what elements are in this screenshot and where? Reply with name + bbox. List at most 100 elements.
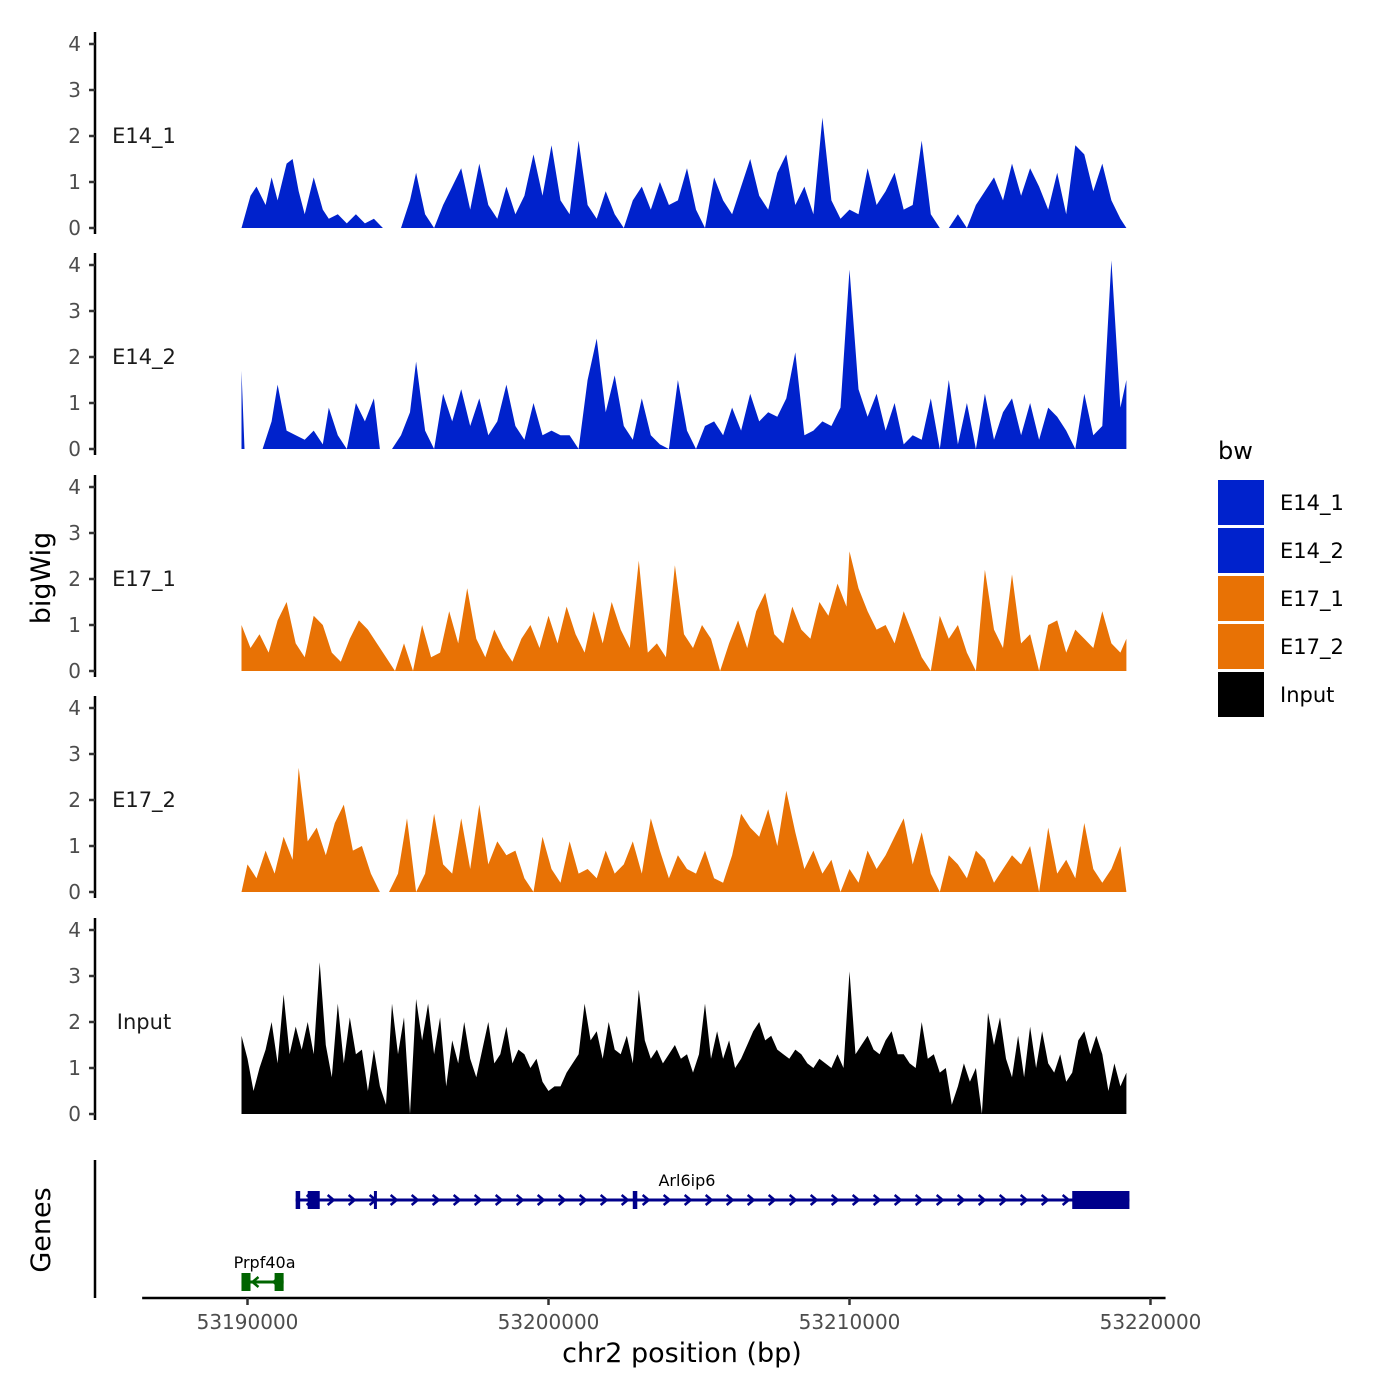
legend-entry-label: Input	[1280, 683, 1334, 707]
strand-arrow-icon	[830, 1194, 840, 1206]
strand-arrow-icon	[389, 1194, 399, 1206]
strand-arrow-icon	[998, 1194, 1008, 1206]
strand-arrow-icon	[1019, 1194, 1029, 1206]
legend-swatch-input	[1218, 672, 1264, 717]
y-tick-label: 2	[68, 345, 81, 369]
y-tick-label: 0	[68, 880, 81, 904]
strand-arrow-icon	[641, 1194, 651, 1206]
legend: bw E14_1 E14_2 E17_1 E17_2 Input	[1218, 437, 1344, 717]
y-tick-label: 4	[68, 475, 81, 499]
strand-arrow-icon	[431, 1194, 441, 1206]
strand-arrow-icon	[1040, 1194, 1050, 1206]
strand-arrow-icon	[494, 1194, 504, 1206]
gene-prpf40a: Prpf40a	[234, 1253, 296, 1291]
strand-arrow-icon	[683, 1194, 693, 1206]
coverage-area-e17-1	[241, 551, 1127, 671]
gene-exon	[241, 1273, 251, 1291]
gene-exon	[274, 1273, 284, 1291]
x-tick-label: 53190000	[197, 1310, 299, 1334]
strand-arrow-icon	[515, 1194, 525, 1206]
y-tick-label: 3	[68, 521, 81, 545]
track-e14-1: 0 1 2 3 4 E14_1	[68, 32, 1127, 240]
strand-arrow-icon	[620, 1194, 630, 1206]
y-tick-label: 4	[68, 918, 81, 942]
strand-arrow-icon	[326, 1194, 336, 1206]
gene-track: Arl6ip6 Prpf40a	[93, 1160, 1130, 1298]
track-e17-2: 0 1 2 3 4 E17_2	[68, 696, 1127, 904]
y-tick-label: 4	[68, 32, 81, 56]
track-input: 0 1 2 3 4 Input	[68, 918, 1127, 1126]
strand-arrow-icon	[935, 1194, 945, 1206]
legend-entry-label: E17_2	[1280, 635, 1344, 660]
legend-title: bw	[1218, 437, 1253, 465]
strand-arrow-icon	[746, 1194, 756, 1206]
gene-arl6ip6: Arl6ip6	[295, 1171, 1130, 1209]
legend-entry-label: E14_1	[1280, 491, 1344, 516]
strand-arrow-icon	[599, 1194, 609, 1206]
coverage-area-e14-1	[241, 117, 1127, 228]
strand-arrow-icon	[578, 1194, 588, 1206]
gene-exon	[632, 1191, 638, 1209]
y-tick-label: 1	[68, 170, 81, 194]
gene-exon	[373, 1191, 377, 1209]
y-tick-label: 0	[68, 216, 81, 240]
legend-swatch-e14-1	[1218, 480, 1264, 525]
track-label: E17_1	[112, 567, 176, 592]
coverage-area-e17-2	[241, 767, 1127, 892]
legend-swatch-e17-2	[1218, 624, 1264, 669]
gene-exon	[295, 1191, 301, 1209]
strand-arrow-icon	[788, 1194, 798, 1206]
y-tick-label: 4	[68, 696, 81, 720]
strand-arrow-icon	[914, 1194, 924, 1206]
strand-arrow-icon	[704, 1194, 714, 1206]
y-tick-label: 1	[68, 1056, 81, 1080]
strand-arrow-icon	[893, 1194, 903, 1206]
strand-arrow-icon	[557, 1194, 567, 1206]
strand-arrow-icon	[410, 1194, 420, 1206]
y-tick-label: 0	[68, 1102, 81, 1126]
strand-arrow-icon	[347, 1194, 357, 1206]
strand-arrow-icon	[956, 1194, 966, 1206]
track-e14-2: 0 1 2 3 4 E14_2	[68, 253, 1127, 461]
y-axis-title-bigwig: bigWig	[26, 532, 57, 625]
gene-exon	[307, 1191, 320, 1209]
strand-arrow-icon	[725, 1194, 735, 1206]
y-tick-label: 2	[68, 124, 81, 148]
strand-arrow-icon	[452, 1194, 462, 1206]
signal-tracks: 0 1 2 3 4 E14_1 0 1 2 3 4 E14_2 0 1 2 3 4 E17_1 0 1 2 3 4 E17_2…	[68, 32, 1127, 1126]
y-tick-label: 4	[68, 253, 81, 277]
x-tick-label: 53210000	[799, 1310, 901, 1334]
y-tick-label: 1	[68, 834, 81, 858]
legend-swatch-e17-1	[1218, 576, 1264, 621]
x-axis-title: chr2 position (bp)	[562, 1338, 802, 1369]
strand-arrow-icon	[851, 1194, 861, 1206]
coverage-area-e14-2	[241, 260, 1127, 449]
track-label: E14_2	[112, 345, 176, 370]
track-label: E14_1	[112, 124, 176, 149]
strand-arrow-icon	[977, 1194, 987, 1206]
strand-arrow-icon	[1061, 1194, 1071, 1206]
track-e17-1: 0 1 2 3 4 E17_1	[68, 475, 1127, 683]
strand-arrow-icon	[536, 1194, 546, 1206]
y-tick-label: 3	[68, 78, 81, 102]
gene-exon	[1072, 1191, 1130, 1209]
strand-arrow-icon	[662, 1194, 672, 1206]
y-tick-label: 0	[68, 659, 81, 683]
coverage-area-input	[241, 962, 1127, 1114]
legend-entry-label: E17_1	[1280, 587, 1344, 612]
y-tick-label: 2	[68, 1010, 81, 1034]
track-label: Input	[117, 1010, 171, 1034]
gene-name-label: Prpf40a	[234, 1253, 296, 1272]
x-tick-label: 53200000	[498, 1310, 600, 1334]
track-label: E17_2	[112, 788, 176, 813]
x-axis: 53190000 53200000 53210000 53220000	[142, 1296, 1202, 1334]
y-tick-label: 2	[68, 788, 81, 812]
strand-arrow-icon	[473, 1194, 483, 1206]
gene-name-label: Arl6ip6	[658, 1171, 715, 1190]
legend-entry-label: E14_2	[1280, 539, 1344, 564]
y-tick-label: 0	[68, 437, 81, 461]
strand-arrow-icon	[250, 1276, 260, 1288]
x-tick-label: 53220000	[1100, 1310, 1202, 1334]
y-tick-label: 2	[68, 567, 81, 591]
strand-arrow-icon	[872, 1194, 882, 1206]
